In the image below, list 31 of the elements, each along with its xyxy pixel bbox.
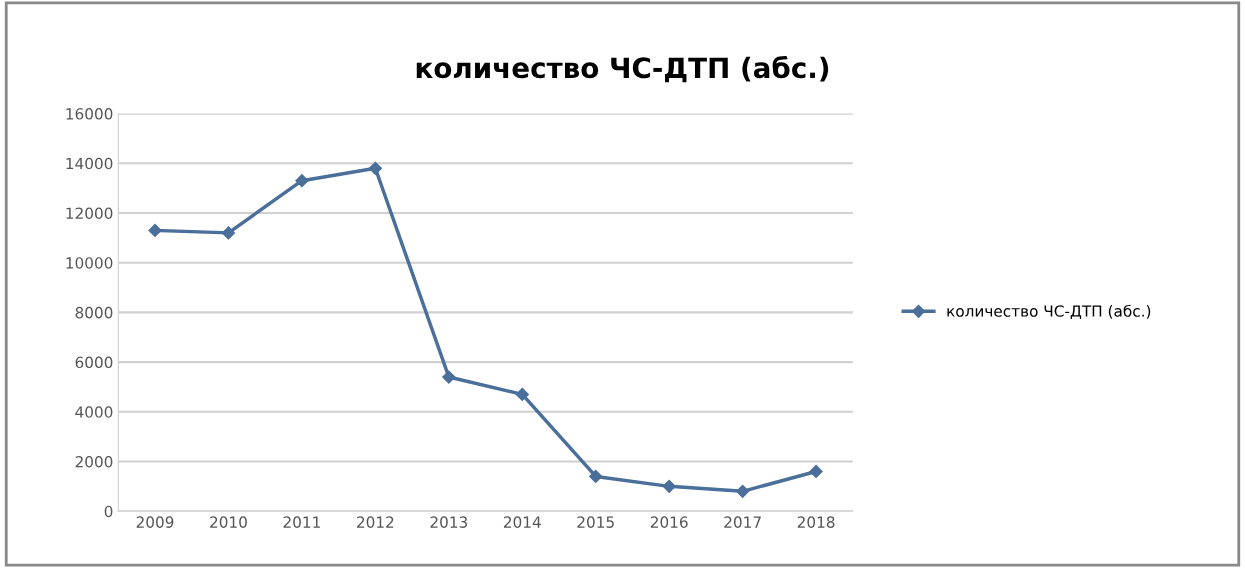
x-tick-label: 2010 xyxy=(210,516,247,528)
chart-title: количество ЧС-ДТП (абс.) xyxy=(416,55,829,83)
x-tick-label: 2012 xyxy=(357,516,394,528)
point xyxy=(662,479,676,493)
point xyxy=(148,223,162,237)
y-tick-label: 2000 xyxy=(75,455,113,468)
point xyxy=(368,161,382,175)
y-tick-label: 14000 xyxy=(66,157,113,170)
y-tick-label: 0 xyxy=(104,505,113,518)
point xyxy=(221,226,236,240)
point xyxy=(589,469,603,483)
x-tick-label: 2018 xyxy=(797,516,835,528)
x-tick-label: 2014 xyxy=(503,516,541,528)
y-tick-label: 12000 xyxy=(66,207,113,220)
x-tick-label: 2009 xyxy=(136,516,174,528)
x-tick-label: 2011 xyxy=(283,516,320,528)
y-tick-label: 4000 xyxy=(75,406,113,418)
y-tick-label: 6000 xyxy=(75,356,113,369)
point xyxy=(809,464,823,479)
point xyxy=(295,174,309,188)
x-tick-label: 2016 xyxy=(650,516,688,528)
point xyxy=(515,387,529,401)
x-tick-label: 2015 xyxy=(577,516,614,528)
y-tick-label: 10000 xyxy=(66,257,113,269)
point xyxy=(442,370,456,384)
x-tick-label: 2013 xyxy=(430,516,468,528)
point xyxy=(736,484,750,498)
legend-label: количество ЧС-ДТП (абс.) xyxy=(947,304,1151,320)
x-tick-label: 2017 xyxy=(724,516,761,528)
y-tick-label: 8000 xyxy=(75,306,113,319)
y-tick-label: 16000 xyxy=(66,108,113,120)
